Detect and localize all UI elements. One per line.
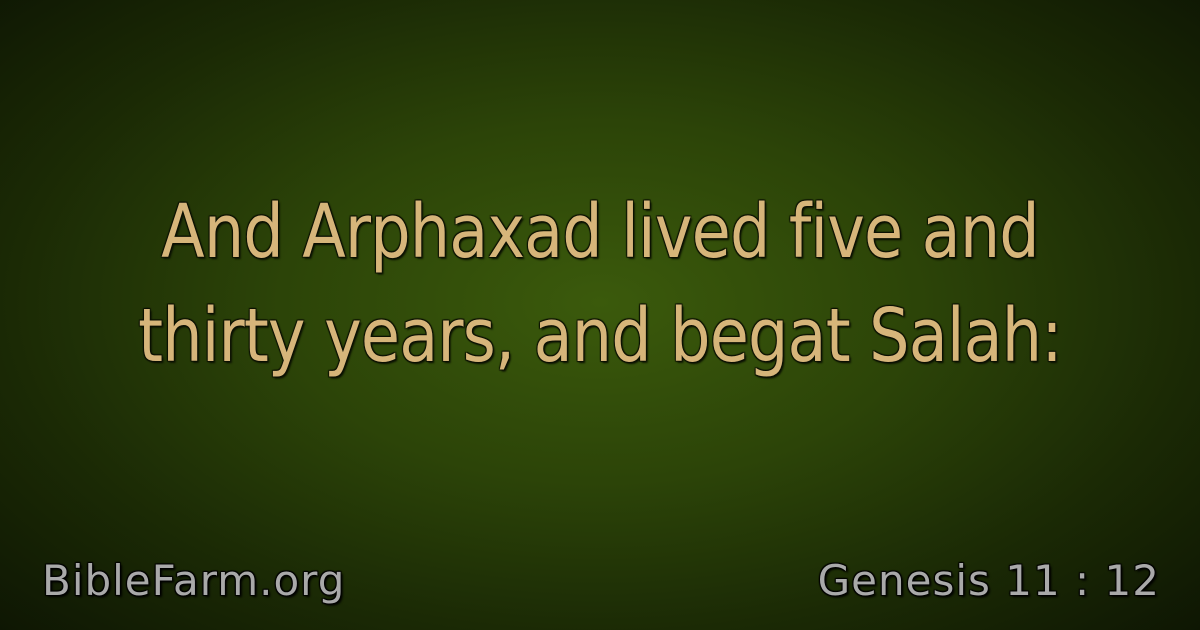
verse-line-1: And Arphaxad lived five and xyxy=(161,189,1040,275)
verse-line-2: thirty years, and begat Salah: xyxy=(138,293,1063,379)
site-name: BibleFarm.org xyxy=(42,556,346,605)
verse-text: And Arphaxad lived five and thirty years… xyxy=(84,180,1116,388)
verse-reference: Genesis 11 : 12 xyxy=(817,556,1160,605)
